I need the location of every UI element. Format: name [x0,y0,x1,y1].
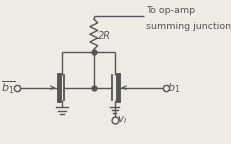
Text: $v_I$: $v_I$ [116,114,127,126]
Text: $b_1$: $b_1$ [167,81,180,95]
Text: $\overline{b_1}$: $\overline{b_1}$ [1,79,16,96]
Text: 2R: 2R [97,31,110,41]
Text: summing junction: summing junction [145,22,230,31]
Text: To op-amp: To op-amp [145,6,194,15]
